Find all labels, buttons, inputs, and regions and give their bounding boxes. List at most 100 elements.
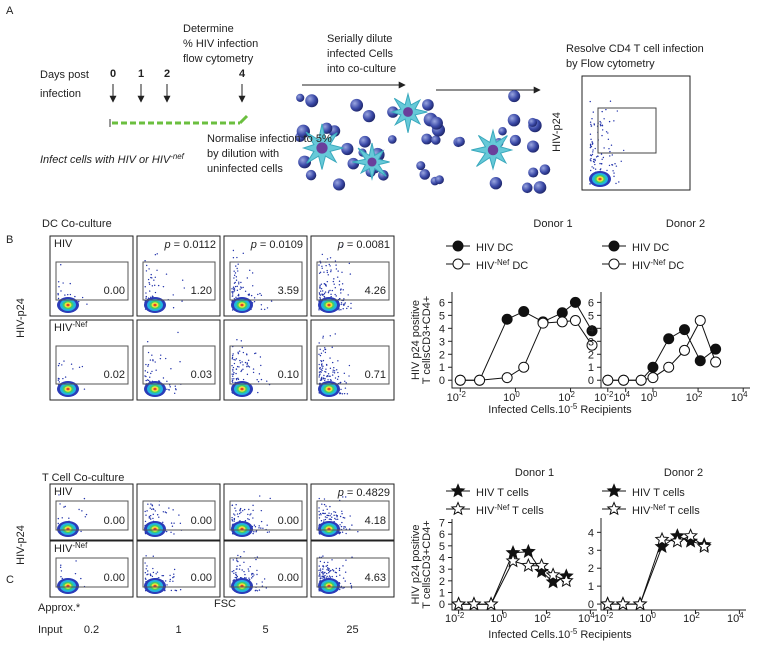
- virus-cell: [527, 140, 540, 153]
- event-dot: [162, 521, 164, 524]
- event-dot: [326, 572, 328, 575]
- event-dot: [611, 163, 613, 166]
- note: Normalise infection to 5%: [207, 133, 332, 145]
- event-dot: [234, 272, 237, 274]
- event-dot: [611, 154, 613, 156]
- marker: [545, 567, 561, 582]
- input-value: 5: [262, 624, 268, 636]
- event-dot: [250, 513, 252, 515]
- event-dot: [328, 575, 331, 577]
- x-tick-label: 100: [503, 390, 520, 404]
- event-dot: [231, 288, 233, 290]
- virus-cell: [296, 124, 310, 139]
- event-dot: [258, 589, 261, 591]
- event-dot: [243, 577, 246, 579]
- event-dot: [337, 360, 339, 362]
- event-dot: [242, 252, 244, 255]
- event-dot: [256, 556, 259, 558]
- event-dot: [326, 516, 328, 519]
- marker: [518, 361, 530, 373]
- event-dot: [321, 363, 323, 365]
- y-tick-label: 0: [439, 375, 445, 387]
- event-dot: [322, 359, 325, 362]
- event-dot: [333, 511, 335, 513]
- event-dot: [348, 528, 351, 530]
- event-dot: [328, 568, 330, 570]
- event-dot: [233, 274, 236, 277]
- event-dot: [319, 373, 321, 375]
- marker: [474, 374, 486, 386]
- event-dot: [248, 518, 250, 521]
- density-contour: [153, 387, 157, 391]
- legend-marker: [608, 258, 620, 270]
- event-dot: [602, 156, 605, 159]
- y-tick-label: 4: [439, 553, 445, 565]
- event-dot: [145, 295, 148, 298]
- event-dot: [318, 510, 320, 513]
- event-dot: [235, 358, 238, 360]
- event-dot: [64, 505, 66, 508]
- event-dot: [329, 379, 332, 381]
- event-dot: [69, 282, 71, 285]
- gate-value: 0.00: [191, 515, 212, 527]
- event-dot: [319, 568, 322, 570]
- event-dot: [251, 572, 253, 575]
- event-dot: [154, 276, 156, 278]
- event-dot: [67, 293, 69, 296]
- event-dot: [319, 578, 322, 580]
- event-dot: [239, 359, 241, 362]
- event-dot: [151, 504, 153, 506]
- event-dot: [349, 582, 352, 585]
- x-tick-label: 102: [534, 611, 551, 625]
- event-dot: [336, 378, 339, 380]
- event-dot: [156, 253, 158, 255]
- day-number: 4: [239, 68, 246, 80]
- event-dot: [324, 379, 326, 382]
- event-dot: [62, 282, 64, 284]
- x-tick-label: 102: [558, 390, 575, 404]
- y-tick-label: 4: [439, 323, 445, 335]
- event-dot: [328, 375, 330, 377]
- event-dot: [235, 504, 237, 506]
- event-dot: [333, 367, 335, 369]
- event-dot: [344, 380, 346, 383]
- event-dot: [339, 515, 342, 518]
- event-dot: [166, 380, 168, 383]
- legend-label: HIV-Nef T cells: [476, 503, 544, 517]
- event-dot: [254, 352, 256, 355]
- event-dot: [344, 580, 346, 582]
- gate: [229, 261, 303, 301]
- event-dot: [240, 281, 242, 284]
- event-dot: [72, 368, 74, 370]
- event-dot: [147, 573, 149, 575]
- event-dot: [319, 294, 322, 296]
- event-dot: [75, 560, 77, 562]
- virus-cell: [362, 109, 376, 123]
- x-axis-label: Infected Cells.10-5 Recipients: [488, 627, 632, 641]
- marker: [501, 313, 513, 325]
- event-dot: [323, 503, 326, 506]
- event-dot: [237, 351, 239, 354]
- event-dot: [235, 573, 237, 576]
- event-dot: [232, 373, 235, 375]
- event-dot: [147, 503, 149, 505]
- event-dot: [237, 293, 240, 296]
- note: uninfected cells: [207, 163, 283, 175]
- event-dot: [319, 286, 321, 288]
- gate: [142, 345, 216, 385]
- marker: [696, 538, 712, 554]
- event-dot: [332, 369, 334, 371]
- event-dot: [327, 291, 330, 294]
- event-dot: [348, 364, 351, 367]
- marker: [602, 374, 614, 386]
- event-dot: [324, 291, 327, 293]
- event-dot: [327, 274, 329, 276]
- note: Determine: [183, 23, 234, 35]
- event-dot: [335, 264, 337, 266]
- event-dot: [233, 378, 235, 380]
- event-dot: [159, 357, 162, 360]
- event-dot: [144, 577, 147, 580]
- gate-value: 1.20: [191, 285, 212, 297]
- density-contour: [66, 387, 70, 391]
- event-dot: [590, 145, 593, 148]
